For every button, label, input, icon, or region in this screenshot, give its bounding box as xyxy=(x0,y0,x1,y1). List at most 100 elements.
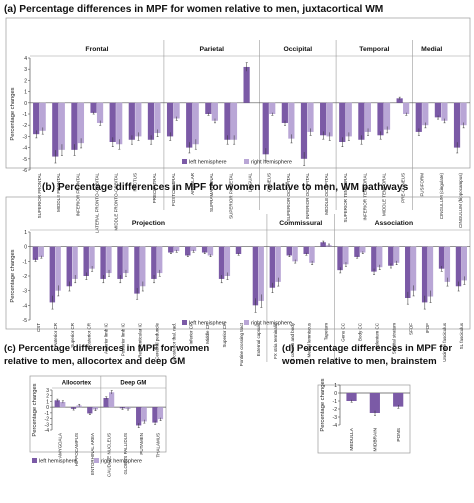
legend-label-right: right hemisphere xyxy=(251,321,292,327)
bar xyxy=(461,246,467,281)
y-tick-label: -6 xyxy=(23,168,28,174)
bar xyxy=(360,246,366,253)
category-label: ANGULAR xyxy=(190,172,195,195)
category-label: LATERAL FRONTO-ORBITAL xyxy=(94,173,99,234)
y-tick-label: -1 xyxy=(45,411,50,417)
bar xyxy=(281,102,288,123)
y-tick-label: 0 xyxy=(24,101,27,107)
category-label: LINGUAL xyxy=(248,173,253,193)
y-tick-label: 1 xyxy=(24,230,27,236)
category-label: MIDDLE FRONTO-ORBITAL xyxy=(114,173,119,231)
chart-title: (b) Percentage differences in MPF for wo… xyxy=(42,182,409,193)
bar xyxy=(364,102,371,132)
bar xyxy=(60,402,66,408)
bar xyxy=(116,102,123,145)
category-label: SFOF xyxy=(408,323,413,335)
legend: left hemisphere right hemisphere xyxy=(32,458,142,465)
group-label: Association xyxy=(375,220,414,227)
category-label: CUNEUS xyxy=(267,173,272,192)
legend: left hemisphere right hemisphere xyxy=(182,159,292,166)
bar xyxy=(396,98,403,103)
category-label: Superior CR xyxy=(70,322,75,348)
category-label: MIDDLE FRONTAL xyxy=(56,173,61,212)
y-tick-label: -2 xyxy=(45,417,50,423)
y-tick-label: -4 xyxy=(23,146,28,152)
y-tick-label: -3 xyxy=(45,422,50,428)
bar xyxy=(135,102,142,137)
bar xyxy=(151,246,157,279)
bar xyxy=(434,102,442,118)
bar xyxy=(192,102,199,145)
bar xyxy=(383,102,391,130)
category-label: CAUDATE NUCLEUS xyxy=(107,433,112,477)
category-label: CINGULUM (cingulate) xyxy=(439,173,444,220)
bar xyxy=(83,246,89,276)
legend-label-right: right hemisphere xyxy=(251,160,292,166)
bar xyxy=(55,246,61,291)
y-tick-label: -4 xyxy=(333,423,338,429)
category-label: Sagittal stratum xyxy=(391,323,396,355)
bar xyxy=(39,102,46,131)
category-label: PRE-CUNEUS xyxy=(401,173,406,203)
bar xyxy=(224,246,231,276)
bar xyxy=(269,102,276,114)
y-tick-label: 4 xyxy=(24,56,27,62)
category-label: HIPPOCAMPUS xyxy=(74,433,79,466)
y-tick-label: 0 xyxy=(46,405,49,411)
bar xyxy=(460,102,467,126)
category-label: POSTCENTRAL xyxy=(171,173,176,207)
y-tick-label: -2 xyxy=(23,274,28,280)
y-tick-label: 3 xyxy=(46,388,49,394)
bar xyxy=(207,246,214,256)
category-label: Cerebral peduncle xyxy=(154,323,159,360)
legend-swatch-left xyxy=(182,320,187,325)
category-label: Uncinate fasciculus xyxy=(442,322,447,362)
bar xyxy=(117,246,123,279)
category-label: CINGULUM (hippocampus) xyxy=(458,172,463,228)
bar xyxy=(252,246,259,306)
bar xyxy=(211,102,218,121)
bar xyxy=(96,102,104,123)
bar xyxy=(453,102,461,148)
bar xyxy=(141,407,147,422)
bar xyxy=(422,102,429,126)
bar xyxy=(201,246,208,253)
panel-b: (b) Percentage differences in MPF for wo… xyxy=(5,182,471,366)
bar xyxy=(52,102,59,157)
bar xyxy=(90,102,97,113)
bar xyxy=(303,246,309,254)
category-label: Medial lemniscus xyxy=(307,322,312,357)
bar xyxy=(258,246,264,301)
bar xyxy=(393,246,400,263)
category-label: PRECENTRAL xyxy=(152,173,157,204)
bar xyxy=(371,246,377,272)
bar xyxy=(71,102,78,150)
bar xyxy=(275,246,281,282)
category-label: PUTAMEN xyxy=(139,433,144,455)
bar xyxy=(173,102,180,119)
bar xyxy=(346,393,357,401)
bar xyxy=(152,407,158,423)
bar xyxy=(33,102,40,135)
bar xyxy=(123,246,129,274)
category-label: INFERIOR FRONTAL xyxy=(75,173,80,217)
bar xyxy=(156,246,163,274)
panel-frame xyxy=(317,384,411,454)
bar xyxy=(103,398,109,408)
y-tick-label: -4 xyxy=(23,303,28,309)
category-label: Body CC xyxy=(358,322,363,341)
group-label: Frontal xyxy=(85,46,108,53)
y-tick-label: 1 xyxy=(24,90,27,96)
category-label: Pontine crossing tract xyxy=(239,322,244,366)
y-tick-label: -1 xyxy=(23,259,28,265)
bar xyxy=(262,102,269,155)
category-label: MIDBRAIN xyxy=(373,427,379,451)
chart-title: (d) Percentage differences in MPF for wom… xyxy=(281,343,452,367)
bar xyxy=(109,102,116,142)
category-label: Splenium CC xyxy=(374,322,379,349)
category-label: Tapetum xyxy=(324,323,329,341)
bar xyxy=(205,102,212,114)
bar xyxy=(157,407,164,420)
panel-d: (d) Percentage differences in MPF for wom… xyxy=(281,343,452,454)
category-label: MIDDLE TEMPORAL xyxy=(381,173,386,216)
